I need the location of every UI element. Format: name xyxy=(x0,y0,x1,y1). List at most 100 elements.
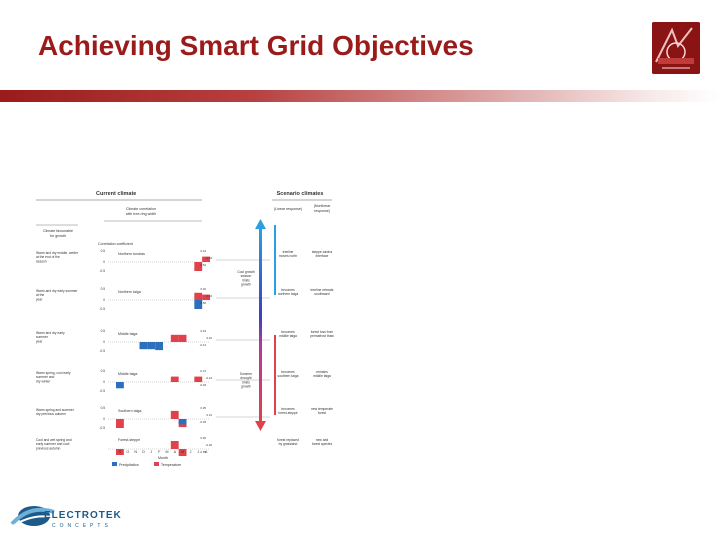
month-tick-label: M xyxy=(166,450,169,454)
scenario-climates-header: Scenario climates xyxy=(277,191,324,197)
legend-label: Precipitation xyxy=(119,463,139,467)
linear-response-text: moves north xyxy=(279,254,297,258)
month-tick-label: S xyxy=(119,450,122,454)
favourable-condition-text: season xyxy=(36,259,47,263)
cool-growth-label: limits xyxy=(242,278,250,282)
nonlinear-response-text: forest species xyxy=(312,442,333,446)
axis-tick-label: -0.5 xyxy=(100,269,106,273)
linear-response-text: middle taiga xyxy=(279,334,297,338)
bar-value-label: -0.44 xyxy=(206,376,213,380)
bar-value-label: 0.34 xyxy=(207,294,213,298)
company-name: ELECTROTEK xyxy=(44,510,122,521)
linear-response-text: becomes xyxy=(281,370,295,374)
favourable-title: for growth xyxy=(50,234,66,238)
favourable-condition-text: Warm spring and summer xyxy=(36,408,75,412)
month-tick-label: N xyxy=(134,450,137,454)
month-tick-label: J xyxy=(190,450,192,454)
favourable-condition-text: early summer and cool xyxy=(36,442,70,446)
axis-tick-label: 0.5 xyxy=(101,329,106,333)
month-tick-label: A xyxy=(205,450,208,454)
bar-value-label: -0.50 xyxy=(200,301,207,305)
cool-growth-label: Cool growth xyxy=(237,270,255,274)
nonlinear-response-text: new temperate xyxy=(311,407,333,411)
zone-label: Middle taiga xyxy=(118,332,137,336)
swoosh-logo-icon xyxy=(10,498,130,536)
coefficient-label: Correlation coefficient xyxy=(98,242,133,246)
zone-label: Forest-steppe xyxy=(118,438,140,442)
axis-tick-label: 0 xyxy=(103,417,105,421)
correlation-title: with tree-ring width xyxy=(126,212,156,216)
zone-label: Northern tundras xyxy=(118,252,145,256)
linear-response-text: becomes xyxy=(281,407,295,411)
bar-value-label: -0.37 xyxy=(200,369,207,373)
climate-correlation-figure: Current climate Scenario climates Climate … xyxy=(36,185,418,475)
title-gradient-bar xyxy=(0,90,720,102)
correlation-bar xyxy=(194,262,203,271)
month-axis-label: Month xyxy=(158,456,168,460)
bar-value-label: -0.49 xyxy=(200,383,207,387)
axis-tick-label: -0.5 xyxy=(100,389,106,393)
bar-value-label: -0.52 xyxy=(200,263,207,267)
bar-value-label: 0.43 xyxy=(201,329,207,333)
cool-growth-label: season xyxy=(241,274,252,278)
axis-tick-label: 0 xyxy=(103,298,105,302)
correlation-bar xyxy=(194,376,203,382)
zone-label: Southern taiga xyxy=(118,409,141,413)
month-tick-label: A xyxy=(174,450,177,454)
cool-growth-label: growth xyxy=(241,283,251,287)
summer-drought-label: Summer xyxy=(240,372,253,376)
bar-value-label: 0.32 xyxy=(201,287,207,291)
bar-value-label: 0.53 xyxy=(207,256,213,260)
nonlinear-response-text: interface xyxy=(316,254,329,258)
axis-tick-label: -0.5 xyxy=(100,307,106,311)
linear-response-label: (Linear response) xyxy=(274,207,302,211)
bar-value-label: -0.41 xyxy=(200,343,207,347)
summer-drought-label: limits xyxy=(242,380,250,384)
bar-value-label: 0.35 xyxy=(201,406,207,410)
favourable-condition-text: Warm and dry middle, wetter xyxy=(36,251,79,255)
arrow-head-up xyxy=(255,219,266,229)
legend-swatch xyxy=(112,462,117,466)
linear-response-text: northern taiga xyxy=(278,292,299,296)
favourable-condition-text: Warm and dry early xyxy=(36,331,65,335)
correlation-bar xyxy=(116,449,124,455)
favourable-condition-text: Warm spring, cool early xyxy=(36,371,71,375)
correlation-bar xyxy=(178,334,187,342)
favourable-condition-text: at the xyxy=(36,293,44,297)
linear-response-text: forest replaced xyxy=(277,438,299,442)
month-tick-label: D xyxy=(142,450,145,454)
axis-tick-label: 0 xyxy=(103,260,105,264)
month-tick-label: O xyxy=(126,450,129,454)
grid-poster-logo-icon xyxy=(652,22,700,74)
nonlinear-response-text: new arid xyxy=(316,438,329,442)
bar-value-label: 0.42 xyxy=(207,336,213,340)
current-climate-header: Current climate xyxy=(96,191,136,197)
axis-tick-label: 0 xyxy=(103,380,105,384)
favourable-title: Climate favourable xyxy=(43,229,73,233)
axis-tick-label: 0.5 xyxy=(101,406,106,410)
climate-figure-svg: Current climate Scenario climates Climate … xyxy=(36,191,334,467)
nonlinear-response-text: forest xyxy=(318,411,326,415)
correlation-bar xyxy=(178,419,187,425)
linear-response-text: becomes xyxy=(281,288,295,292)
correlation-bar xyxy=(116,419,124,428)
correlation-bar xyxy=(170,441,179,449)
nonlinear-response-text: forest loss from xyxy=(311,330,334,334)
linear-response-text: forest-steppe xyxy=(278,411,297,415)
arrow-head-down xyxy=(255,421,266,431)
favourable-condition-text: summer xyxy=(36,335,49,339)
correlation-bar xyxy=(170,334,179,342)
bar-value-label: 0.31 xyxy=(207,413,213,417)
correlation-bar xyxy=(116,382,124,389)
axis-tick-label: 0.5 xyxy=(101,287,106,291)
summer-drought-label: growth xyxy=(241,385,251,389)
favourable-condition-text: summer and xyxy=(36,375,54,379)
nonlinear-response-text: southward xyxy=(314,292,329,296)
correlation-bar xyxy=(170,410,179,419)
nonlinear-response-text: permafrost thaw xyxy=(310,334,334,338)
correlation-bar xyxy=(155,342,163,351)
correlation-bar xyxy=(170,376,179,382)
correlation-bar xyxy=(178,449,187,456)
bar-value-label: 0.44 xyxy=(201,249,207,253)
favourable-condition-text: previous autumn xyxy=(36,446,61,450)
